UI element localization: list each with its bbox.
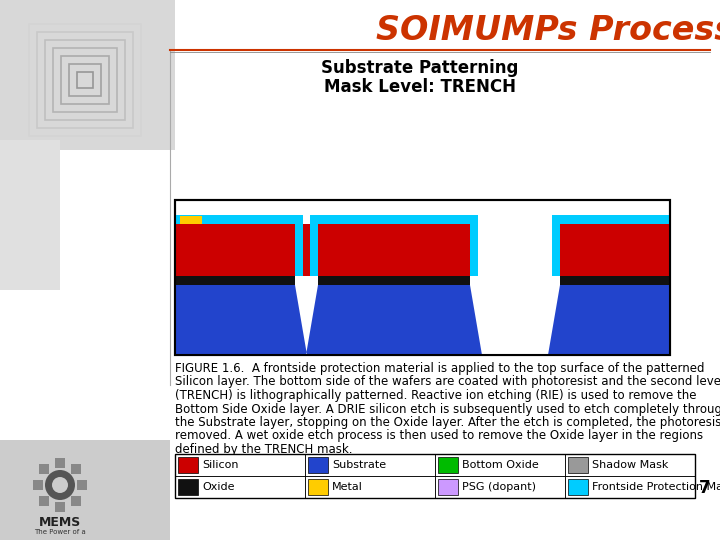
Bar (565, 454, 695, 476)
Bar (71, 464, 81, 475)
Bar (61, 56, 109, 104)
Bar (308, 457, 328, 473)
Bar (435, 454, 565, 476)
Bar (175, 215, 303, 224)
Bar (175, 454, 305, 476)
Text: defined by the TRENCH mask.: defined by the TRENCH mask. (175, 443, 353, 456)
Bar (77, 480, 87, 490)
Bar (305, 454, 435, 476)
Text: Substrate: Substrate (332, 460, 386, 470)
Text: Oxide: Oxide (202, 482, 235, 492)
Bar (565, 476, 695, 498)
Text: Mask Level: TRENCH: Mask Level: TRENCH (324, 78, 516, 96)
Bar (435, 476, 565, 498)
Bar (470, 215, 478, 276)
Bar (175, 200, 670, 355)
Bar (300, 224, 312, 276)
Bar (175, 224, 295, 276)
Bar (45, 40, 125, 120)
Bar (33, 480, 43, 490)
Text: SOIMUMPs Process: SOIMUMPs Process (376, 14, 720, 46)
Polygon shape (470, 285, 560, 355)
Bar (438, 479, 458, 495)
Text: Silicon layer. The bottom side of the wafers are coated with photoresist and the: Silicon layer. The bottom side of the wa… (175, 375, 720, 388)
Bar (568, 479, 588, 495)
Bar (37, 32, 133, 128)
Bar (308, 479, 328, 495)
Text: Silicon: Silicon (202, 460, 238, 470)
Bar (295, 215, 303, 276)
Polygon shape (295, 285, 318, 355)
Bar (470, 276, 560, 285)
Text: PSG (dopant): PSG (dopant) (462, 482, 536, 492)
Bar (40, 496, 50, 505)
Text: Bottom Oxide: Bottom Oxide (462, 460, 539, 470)
Bar (69, 64, 101, 96)
Text: FIGURE 1.6.  A frontside protection material is applied to the top surface of th: FIGURE 1.6. A frontside protection mater… (175, 362, 704, 375)
Bar (295, 276, 318, 285)
Bar (55, 502, 65, 512)
Circle shape (52, 477, 68, 493)
Bar (310, 215, 318, 276)
Bar (438, 457, 458, 473)
Bar (0, 0, 175, 150)
Text: (TRENCH) is lithographically patterned. Reactive ion etching (RIE) is used to re: (TRENCH) is lithographically patterned. … (175, 389, 696, 402)
Text: Bottom Side Oxide layer. A DRIE silicon etch is subsequently used to etch comple: Bottom Side Oxide layer. A DRIE silicon … (175, 402, 720, 415)
Bar (318, 224, 470, 276)
Bar (175, 285, 670, 355)
Bar (40, 464, 50, 475)
Text: MEMS: MEMS (39, 516, 81, 529)
Bar (55, 458, 65, 468)
Bar (53, 48, 117, 112)
Text: Shadow Mask: Shadow Mask (592, 460, 668, 470)
Text: removed. A wet oxide etch process is then used to remove the Oxide layer in the : removed. A wet oxide etch process is the… (175, 429, 703, 442)
Bar (29, 24, 141, 136)
Bar (178, 479, 198, 495)
Bar (560, 224, 670, 276)
Bar (175, 276, 670, 285)
Bar (0, 140, 60, 290)
Text: Frontside Protection Material: Frontside Protection Material (592, 482, 720, 492)
Bar (305, 476, 435, 498)
Text: 7: 7 (698, 479, 710, 497)
Bar (180, 216, 202, 224)
Bar (552, 215, 670, 224)
Circle shape (45, 470, 75, 500)
Text: the Substrate layer, stopping on the Oxide layer. After the etch is completed, t: the Substrate layer, stopping on the Oxi… (175, 416, 720, 429)
Bar (178, 457, 198, 473)
Bar (310, 215, 478, 224)
Text: Metal: Metal (332, 482, 363, 492)
Bar (0, 440, 170, 540)
Bar (175, 454, 695, 498)
Text: Substrate Patterning: Substrate Patterning (321, 59, 518, 77)
Bar (71, 496, 81, 505)
Bar (568, 457, 588, 473)
Text: The Power of a: The Power of a (34, 529, 86, 535)
Bar (175, 476, 305, 498)
Bar (175, 200, 670, 355)
Bar (552, 215, 560, 276)
Bar (77, 72, 93, 88)
